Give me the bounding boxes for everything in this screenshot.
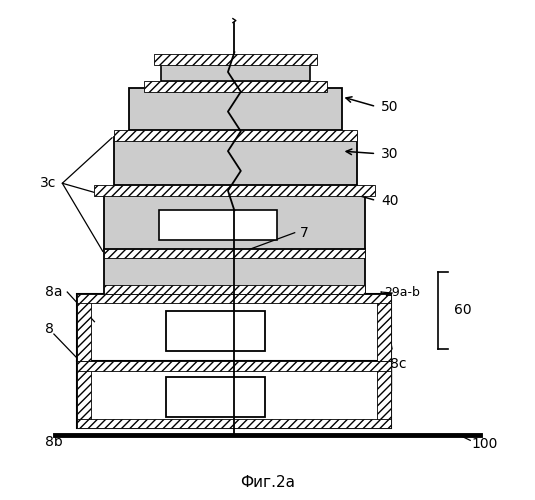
Bar bbox=[154, 54, 317, 64]
Text: 8: 8 bbox=[45, 322, 54, 336]
Text: Фиг.2а: Фиг.2а bbox=[240, 475, 295, 490]
Bar bbox=[144, 81, 327, 92]
Text: 7: 7 bbox=[300, 226, 308, 239]
Bar bbox=[377, 294, 391, 361]
Bar bbox=[114, 130, 356, 140]
Text: 50: 50 bbox=[381, 100, 399, 114]
Text: 100: 100 bbox=[471, 437, 498, 451]
Bar bbox=[77, 294, 391, 304]
Bar bbox=[104, 284, 365, 294]
Bar bbox=[166, 376, 265, 417]
Bar bbox=[114, 137, 356, 185]
Bar bbox=[104, 192, 365, 249]
Text: 8b: 8b bbox=[45, 435, 63, 449]
Text: 29a-b: 29a-b bbox=[384, 286, 419, 298]
Bar bbox=[104, 249, 365, 258]
Bar bbox=[159, 210, 277, 240]
Bar bbox=[129, 88, 342, 130]
Bar bbox=[77, 294, 91, 361]
Text: 60: 60 bbox=[454, 304, 472, 318]
Bar bbox=[77, 361, 391, 428]
Bar bbox=[77, 361, 91, 428]
Bar bbox=[77, 419, 391, 428]
Text: 40: 40 bbox=[381, 194, 399, 207]
Bar bbox=[95, 185, 375, 196]
Text: 8c: 8c bbox=[390, 356, 407, 370]
Bar bbox=[377, 361, 391, 428]
Text: 8a: 8a bbox=[45, 285, 63, 299]
Bar bbox=[104, 249, 365, 294]
Bar bbox=[166, 311, 265, 352]
Text: 3c: 3c bbox=[40, 176, 56, 190]
Bar bbox=[161, 61, 310, 81]
Bar bbox=[77, 294, 391, 361]
Text: 30: 30 bbox=[381, 146, 399, 160]
Bar bbox=[77, 361, 391, 370]
